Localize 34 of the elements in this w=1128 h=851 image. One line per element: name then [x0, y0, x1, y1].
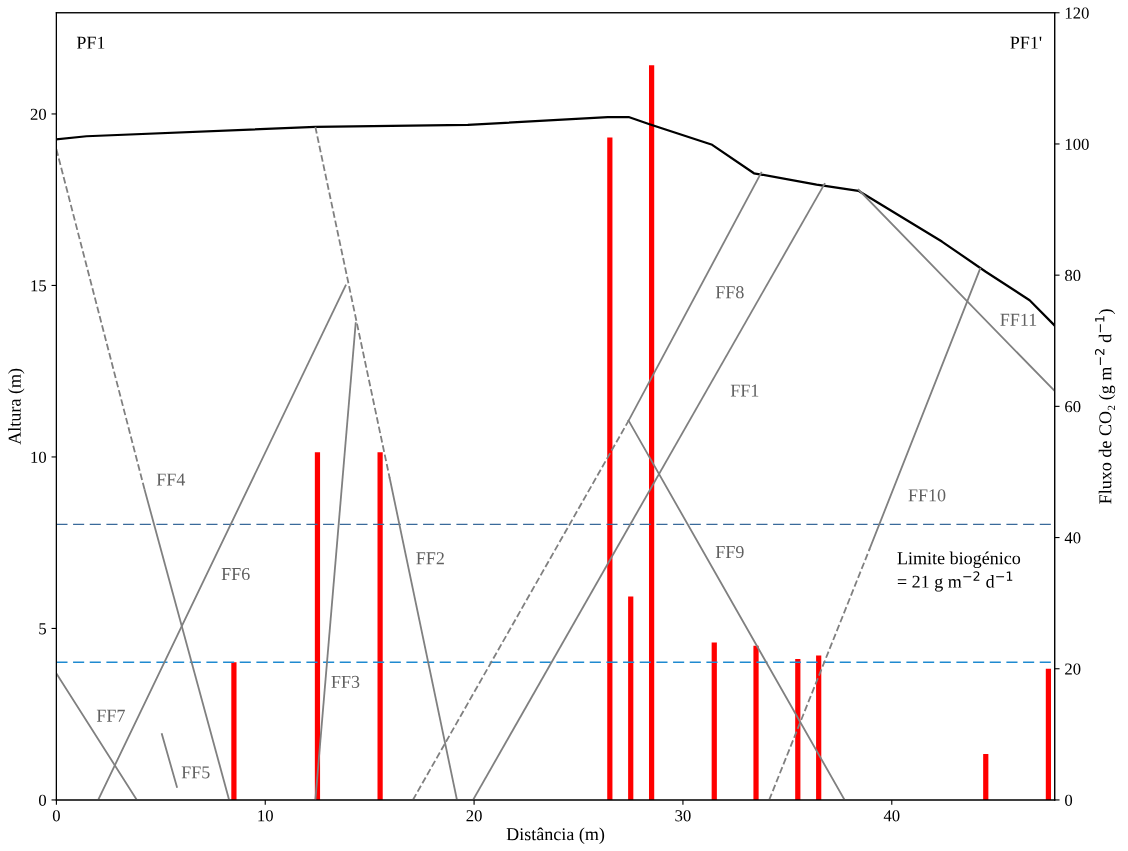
x-tick-label: 30: [675, 810, 691, 822]
annotation: FF4: [156, 473, 186, 486]
annotation: FF11: [1000, 313, 1037, 326]
annotation: FF10: [908, 489, 946, 502]
y-tick-label: 15: [31, 280, 47, 292]
x-axis-title: Distância (m): [506, 827, 605, 844]
annotation: FF3: [331, 675, 360, 688]
y2-tick-label: 20: [1065, 663, 1081, 675]
annotation: Limite biogénico = 21 g m$^{−2}$ d$^{−1}$: [897, 551, 1021, 592]
annotation: FF2: [416, 552, 444, 565]
y2-tick-label: 100: [1065, 138, 1089, 150]
x-tick-label: 40: [883, 810, 900, 822]
y2-tick-label: 40: [1064, 532, 1081, 544]
y2-axis-title: Fluxo de CO₂ (g m$^{−2}$ d$^{−1}$): [1094, 309, 1116, 504]
y-tick-label: 0: [38, 794, 47, 806]
x-tick-label: 10: [258, 810, 273, 822]
y2-tick-label: 120: [1065, 7, 1089, 19]
y2-tick-label: 0: [1065, 794, 1073, 806]
y-tick-label: 10: [31, 451, 47, 463]
annotation: FF7: [96, 709, 125, 722]
y-tick-label: 20: [30, 108, 47, 120]
annotation: FF5: [181, 766, 210, 779]
annotation: PF1: [76, 36, 105, 49]
annotation: FF1: [730, 384, 759, 397]
x-tick-label: 20: [466, 810, 482, 822]
x-tick-label: 0: [52, 810, 60, 822]
annotation: FF9: [715, 545, 744, 559]
annotation: PF1': [1010, 36, 1042, 49]
y-tick-label: 5: [39, 623, 47, 635]
annotation: FF6: [221, 567, 250, 581]
annotation: FF8: [715, 286, 744, 299]
y2-tick-label: 60: [1065, 401, 1081, 413]
y-axis-title: Altura (m): [8, 368, 25, 445]
y2-tick-label: 80: [1065, 269, 1081, 282]
